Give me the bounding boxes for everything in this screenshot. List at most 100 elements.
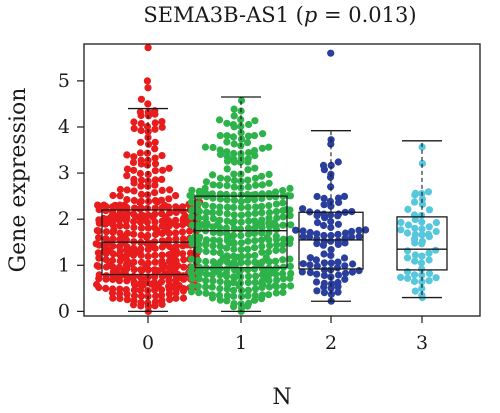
data-point: [258, 144, 266, 152]
data-point: [306, 228, 314, 237]
data-point: [327, 290, 335, 298]
data-point: [137, 138, 145, 146]
data-point: [237, 203, 245, 212]
data-point: [334, 220, 342, 228]
data-point: [258, 291, 266, 299]
data-point: [320, 210, 328, 218]
data-point: [208, 291, 216, 299]
data-point: [223, 217, 231, 225]
data-point: [251, 209, 259, 217]
data-point: [137, 126, 145, 135]
data-point: [123, 296, 131, 304]
data-point: [230, 238, 238, 246]
data-point: [172, 235, 180, 243]
group-1-boxplot: [194, 96, 288, 313]
data-point: [320, 289, 328, 297]
data-point: [180, 263, 188, 271]
data-point: [313, 270, 321, 278]
data-point: [348, 268, 356, 276]
data-point: [151, 176, 159, 184]
data-point: [327, 49, 335, 57]
data-point: [271, 281, 279, 290]
data-point: [109, 242, 117, 250]
data-point: [418, 284, 426, 292]
data-point: [425, 223, 433, 231]
data-point: [129, 158, 138, 166]
data-point: [299, 260, 307, 268]
data-point: [223, 165, 231, 173]
data-point: [188, 221, 196, 229]
data-point: [130, 124, 138, 133]
data-point: [334, 158, 342, 166]
data-point: [144, 44, 152, 52]
data-point: [313, 262, 321, 270]
data-point: [258, 216, 266, 224]
data-point: [136, 108, 144, 116]
data-point: [158, 237, 166, 245]
data-point: [166, 209, 174, 217]
data-point: [327, 161, 335, 169]
data-point: [306, 261, 314, 269]
data-point: [418, 225, 426, 233]
data-point: [202, 178, 210, 186]
data-point: [237, 116, 245, 124]
data-point: [244, 166, 252, 174]
data-point: [188, 186, 196, 194]
data-point: [216, 203, 224, 211]
data-point: [320, 194, 328, 202]
data-point: [244, 155, 252, 163]
data-point: [223, 210, 231, 218]
data-point: [166, 295, 174, 304]
data-point: [137, 197, 145, 205]
data-point: [202, 236, 211, 244]
data-point: [223, 119, 231, 127]
data-point: [230, 191, 238, 199]
data-point: [244, 258, 252, 266]
data-point: [424, 188, 433, 196]
data-point: [273, 241, 281, 249]
data-point: [334, 271, 343, 279]
data-point: [279, 288, 287, 296]
plot-frame: [83, 43, 481, 317]
data-point: [244, 237, 252, 245]
data-point: [102, 284, 110, 292]
data-point: [151, 181, 159, 189]
data-point: [137, 95, 145, 103]
data-point: [151, 266, 159, 274]
data-point: [130, 286, 138, 294]
data-point: [313, 230, 321, 238]
data-point: [411, 251, 419, 259]
data-point: [137, 258, 146, 266]
data-point: [410, 277, 419, 285]
data-point: [230, 252, 238, 260]
data-point: [116, 242, 124, 250]
data-point: [186, 249, 195, 257]
data-point: [251, 291, 259, 299]
x-axis: 0 1 2 3: [142, 316, 428, 354]
data-point: [130, 266, 138, 274]
data-point: [251, 217, 259, 225]
data-point: [172, 242, 180, 250]
data-point: [144, 84, 152, 92]
data-point: [237, 211, 245, 219]
data-point: [223, 148, 231, 156]
data-point: [245, 149, 253, 157]
group-1-points: [186, 96, 295, 315]
data-point: [237, 232, 245, 240]
data-point: [244, 183, 252, 191]
data-point: [95, 254, 103, 262]
chart-title: SEMA3B-AS1 (p = 0.013): [143, 3, 416, 27]
data-point: [244, 252, 252, 260]
data-point: [397, 218, 405, 227]
data-point: [252, 203, 260, 211]
group-2-boxplot: [298, 130, 364, 302]
data-point: [334, 258, 342, 266]
data-point: [244, 272, 253, 280]
data-point: [403, 229, 412, 237]
data-point: [341, 229, 350, 237]
data-point: [179, 235, 187, 243]
data-point: [244, 230, 253, 238]
iqr-box: [194, 195, 288, 269]
data-point: [320, 201, 328, 209]
